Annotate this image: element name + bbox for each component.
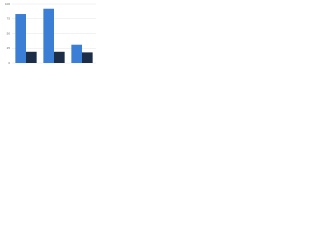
y-tick-label: 0 <box>8 61 10 65</box>
y-tick-label: 75 <box>7 17 11 21</box>
bar <box>43 8 54 63</box>
bar <box>54 51 65 63</box>
y-tick-label: 25 <box>7 46 11 50</box>
bar <box>15 14 26 64</box>
chart: 0 25 50 75 100 <box>5 2 96 65</box>
y-tick-label: 100 <box>5 2 10 6</box>
y-tick-label: 50 <box>7 31 11 35</box>
bar <box>82 52 93 63</box>
bar <box>71 44 82 63</box>
bar <box>26 51 37 63</box>
